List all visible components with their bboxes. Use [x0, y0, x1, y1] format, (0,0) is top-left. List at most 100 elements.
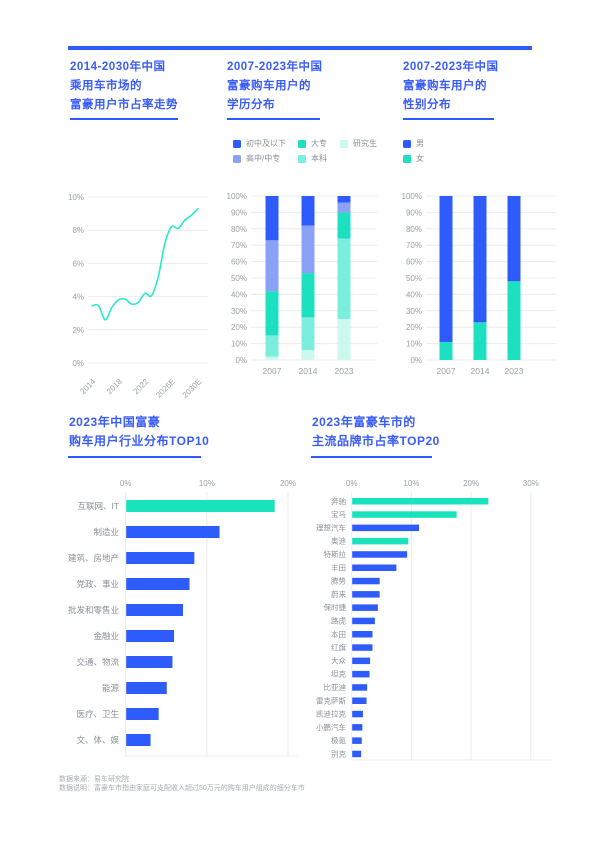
title-line: 学历分布: [227, 99, 275, 111]
y-axis-label: 70%: [231, 241, 247, 250]
category-label: 极氪: [331, 735, 346, 745]
brand-bar-chart: 0% 10% 20% 30% 奔驰宝马理想汽车奥迪特斯拉丰田腾势蔚来保时捷路虎本田红旗大…: [316, 479, 553, 761]
bar-segment-高中/中专: [265, 240, 279, 292]
y-axis-label: 40%: [231, 290, 247, 299]
title-line: 富豪购车用户的: [227, 80, 311, 92]
bar-互联网、IT: [126, 500, 275, 512]
x-axis-label: 2026E: [154, 377, 177, 400]
category-label: 能源: [102, 683, 120, 693]
y-axis-label: 10%: [68, 193, 84, 202]
legend-swatch: [340, 139, 348, 148]
bar-建筑、房地产: [126, 552, 195, 564]
y-axis-label: 50%: [406, 274, 422, 283]
bar-segment-本科: [301, 317, 315, 351]
bar-segment-男: [507, 196, 521, 282]
x-axis-label: 2014: [299, 366, 318, 376]
category-label: 奔驰: [331, 496, 346, 506]
y-axis-label: 40%: [406, 290, 422, 299]
bar-极氪: [352, 737, 362, 744]
bar-segment-高中/中专: [337, 202, 351, 213]
legend-swatch: [403, 139, 411, 148]
legend-item-male: 男: [403, 139, 424, 148]
category-label: 医疗、卫生: [76, 709, 119, 719]
bar-特斯拉: [352, 551, 408, 558]
data-source-note: 数据来源：易车研究院: [59, 776, 129, 783]
bar-segment-初中及以下: [265, 196, 279, 241]
category-label: 党政、事业: [76, 579, 119, 589]
x-axis-label: 2014: [471, 366, 490, 376]
y-axis-label: 20%: [231, 323, 247, 332]
y-axis-label: 6%: [72, 259, 84, 268]
bar-segment-男: [439, 196, 453, 342]
category-label: 建筑、房地产: [68, 553, 119, 563]
legend-swatch: [403, 154, 411, 163]
y-axis-label: 0%: [410, 356, 422, 365]
bar-文、体、娱: [126, 734, 151, 746]
category-label: 宝马: [331, 509, 346, 519]
bar-路虎: [352, 617, 375, 625]
y-axis-label: 60%: [406, 258, 422, 267]
y-axis-label: 100%: [402, 192, 422, 201]
gender-stacked-chart: 0% 10% 20% 30% 40% 50% 60% 70% 80% 90% 100% 2007 201…: [402, 192, 556, 376]
x-axis-label: 2023: [335, 366, 354, 376]
legend-label: 女: [416, 154, 424, 163]
bar-腾势: [352, 577, 380, 585]
bar-理想汽车: [352, 524, 420, 532]
title-line: 富豪购车用户的: [403, 80, 487, 92]
legend-label: 本科: [311, 154, 327, 163]
y-axis-label: 60%: [231, 258, 247, 267]
category-label: 小鹏汽车: [316, 722, 346, 732]
title-line: 购车用户行业分布TOP10: [69, 434, 210, 448]
title-market-share-trend: 2014-2030年中国 乘用车市场的 富豪用户市占率走势: [70, 58, 178, 115]
title-brand-top20: 2023年富豪车市的 主流品牌市占率TOP20: [312, 413, 440, 451]
y-axis-label: 80%: [231, 225, 247, 234]
bar-segment-初中及以下: [337, 196, 351, 203]
y-axis-label: 4%: [72, 293, 84, 302]
bar-宝马: [352, 511, 457, 518]
x-axis-label: 2018: [105, 377, 124, 396]
title-line: 2023年富豪车市的: [312, 415, 416, 429]
category-label: 坦克: [331, 670, 346, 679]
title-line: 2023年中国富豪: [69, 415, 161, 429]
bar-批发和零售业: [126, 604, 184, 616]
top-accent-bar: [68, 46, 532, 50]
title-underline: [403, 118, 494, 120]
legend-label: 高中/中专: [246, 154, 281, 163]
x-axis-label: 2022: [131, 377, 150, 396]
title-underline: [68, 456, 201, 458]
category-label: 雷克萨斯: [316, 695, 346, 705]
category-label: 路虎: [331, 615, 346, 625]
y-axis-label: 50%: [231, 274, 247, 283]
title-underline: [70, 118, 178, 120]
bar-segment-本科: [265, 335, 279, 357]
x-axis-label: 0%: [346, 479, 358, 488]
title-education-distribution: 2007-2023年中国 富豪购车用户的 学历分布: [227, 58, 323, 115]
x-axis-label: 2014: [78, 377, 97, 396]
bar-segment-女: [473, 322, 487, 360]
bar-segment-研究生: [301, 350, 315, 360]
category-label: 大众: [331, 655, 346, 665]
title-line: 性别分布: [403, 99, 451, 111]
trend-line: [91, 207, 199, 321]
y-axis-label: 90%: [231, 208, 247, 217]
title-industry-top10: 2023年中国富豪 购车用户行业分布TOP10: [69, 413, 209, 451]
y-axis-label: 20%: [406, 323, 422, 332]
bar-奥迪: [352, 537, 409, 545]
category-label: 批发和零售业: [68, 605, 119, 615]
legend-swatch: [298, 139, 306, 148]
y-axis-label: 70%: [406, 241, 422, 250]
bar-别克: [352, 750, 362, 758]
bar-segment-男: [473, 196, 487, 323]
title-line: 2007-2023年中国: [227, 61, 323, 73]
category-label: 本田: [331, 629, 346, 639]
x-axis-label: 2030E: [181, 377, 204, 400]
category-label: 丰田: [331, 562, 346, 572]
legend-item-senior-high: 高中/中专: [233, 154, 280, 163]
bar-蔚来: [352, 591, 380, 598]
bar-凯迪拉克: [352, 710, 363, 718]
legend-item-graduate: 研究生: [340, 139, 377, 148]
title-line: 主流品牌市占率TOP20: [312, 434, 440, 448]
title-underline: [311, 456, 432, 458]
bar-segment-本科: [337, 238, 351, 319]
bar-能源: [126, 682, 167, 694]
